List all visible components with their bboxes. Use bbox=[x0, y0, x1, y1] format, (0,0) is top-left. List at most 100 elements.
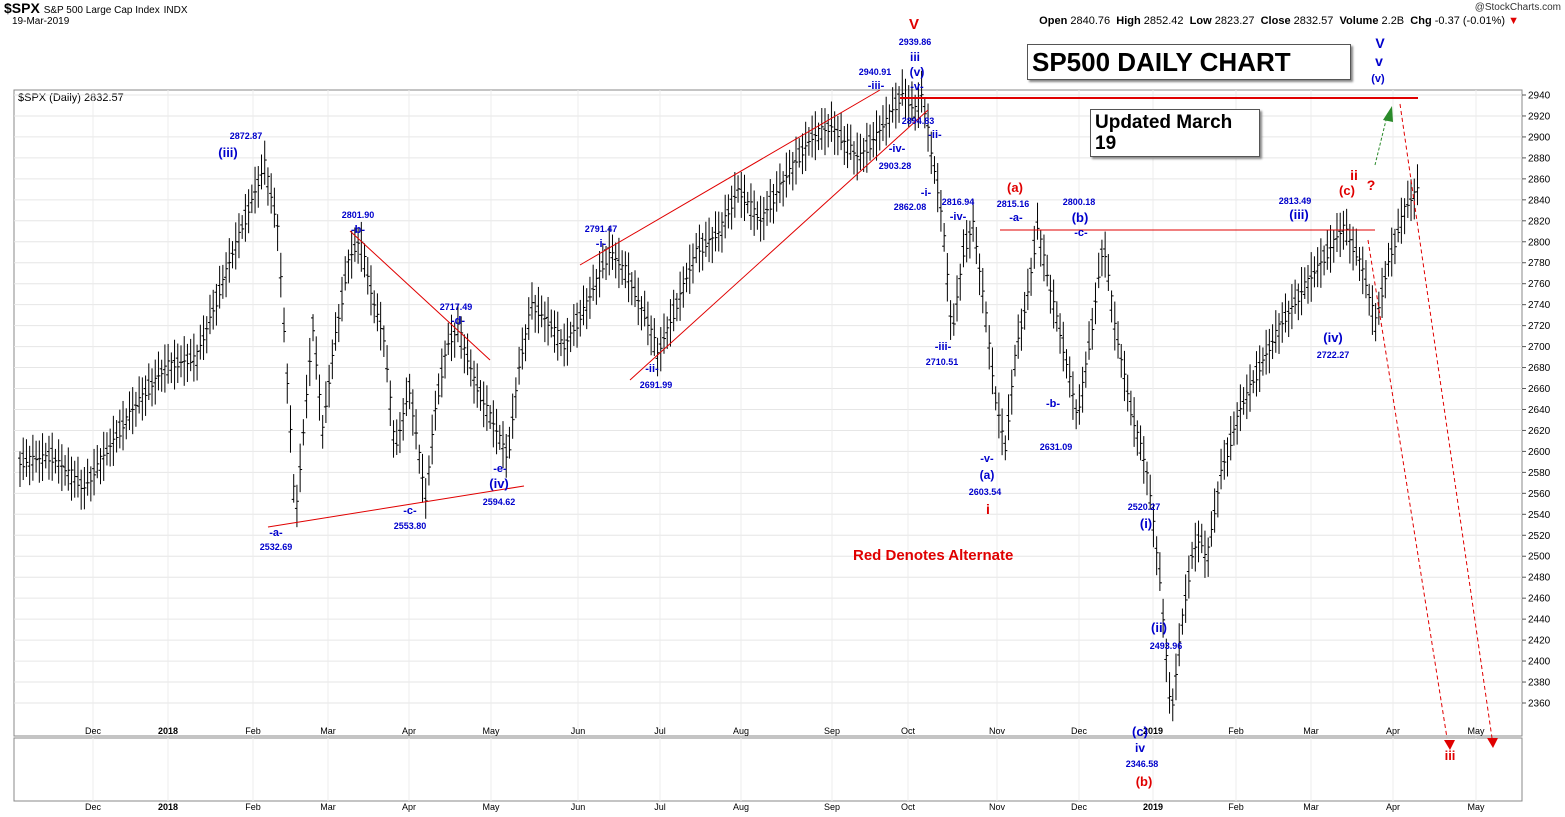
ohlc-bar bbox=[571, 303, 576, 346]
ohlc-bar bbox=[996, 392, 1001, 439]
x-tick-label-lower: Sep bbox=[824, 802, 840, 812]
ohlc-bar bbox=[198, 324, 203, 360]
ohlc-bar bbox=[1006, 394, 1011, 441]
open-label: Open bbox=[1039, 15, 1068, 27]
stockcharts-credit[interactable]: @StockCharts.com bbox=[1474, 2, 1561, 13]
ohlc-bar bbox=[426, 455, 431, 486]
ohlc-bar bbox=[987, 325, 992, 370]
ohlc-bar bbox=[143, 375, 148, 416]
ohlc-bar bbox=[1099, 239, 1104, 277]
ohlc-bar bbox=[1277, 313, 1282, 354]
trendline bbox=[349, 230, 491, 361]
ohlc-bar bbox=[1273, 310, 1278, 353]
wave-label: (b) bbox=[1072, 210, 1089, 225]
x-tick-label: May bbox=[1467, 726, 1485, 736]
ohlc-bar bbox=[529, 282, 534, 320]
down-arrow-icon bbox=[1487, 738, 1498, 748]
x-tick-label: May bbox=[482, 726, 500, 736]
ohlc-bar bbox=[652, 318, 657, 356]
ohlc-bar bbox=[742, 174, 747, 222]
ohlc-bar bbox=[1354, 228, 1359, 266]
ohlc-bar bbox=[1267, 328, 1272, 374]
wave-label: 2710.51 bbox=[926, 357, 959, 367]
ohlc-bar bbox=[1283, 293, 1288, 333]
ohlc-bar bbox=[552, 310, 557, 353]
ohlc-bar bbox=[1096, 252, 1101, 289]
ohlc-bar bbox=[620, 250, 625, 285]
wave-label: -e- bbox=[493, 463, 507, 475]
ohlc-bar bbox=[768, 179, 773, 223]
ohlc-bar bbox=[204, 316, 209, 354]
ohlc-bar bbox=[320, 414, 325, 449]
ohlc-bar bbox=[166, 343, 171, 384]
ohlc-bar bbox=[343, 256, 348, 291]
ohlc-bar bbox=[1351, 226, 1356, 271]
ohlc-bar bbox=[72, 460, 77, 498]
ohlc-bar bbox=[1380, 267, 1385, 318]
ohlc-bar bbox=[1383, 261, 1388, 299]
ohlc-bar bbox=[201, 315, 206, 361]
wave-label: (a) bbox=[980, 468, 995, 482]
ohlc-bar bbox=[1296, 283, 1301, 321]
ohlc-bar bbox=[227, 238, 232, 283]
symbol-title: $SPX S&P 500 Large Cap Index INDX bbox=[4, 0, 188, 16]
ohlc-bar bbox=[781, 171, 786, 207]
ohlc-bar bbox=[101, 431, 106, 481]
x-tick-label: Dec bbox=[85, 726, 102, 736]
ohlc-bar bbox=[1151, 503, 1156, 548]
ohlc-bar bbox=[774, 171, 779, 212]
ohlc-bar bbox=[1289, 284, 1294, 330]
y-tick-label: 2860 bbox=[1528, 174, 1551, 185]
ohlc-bar bbox=[1048, 274, 1053, 314]
x-tick-label-lower: May bbox=[1467, 802, 1485, 812]
ohlc-bar bbox=[179, 345, 183, 378]
ohlc-bar bbox=[1367, 283, 1372, 316]
ohlc-bar bbox=[217, 265, 222, 309]
wave-label: (ii) bbox=[1151, 620, 1167, 635]
ohlc-bar bbox=[1312, 256, 1317, 288]
ohlc-bar bbox=[282, 307, 287, 343]
ohlc-bar bbox=[616, 237, 621, 289]
x-tick-label: Aug bbox=[733, 726, 749, 736]
y-tick-label: 2480 bbox=[1528, 573, 1551, 584]
ohlc-bar bbox=[501, 421, 505, 469]
ohlc-bar bbox=[1231, 411, 1236, 446]
trendline bbox=[579, 89, 881, 266]
ohlc-bar bbox=[79, 469, 84, 510]
wave-label: 2894.83 bbox=[902, 116, 935, 126]
ohlc-bar bbox=[88, 466, 93, 502]
x-tick-label-lower: Feb bbox=[1228, 802, 1244, 812]
ohlc-bar bbox=[104, 432, 109, 466]
ohlc-bar bbox=[874, 110, 879, 161]
x-tick-label: Dec bbox=[1071, 726, 1088, 736]
x-tick-label-lower: 2018 bbox=[158, 802, 178, 812]
ohlc-bar bbox=[1025, 268, 1030, 311]
ohlc-bar bbox=[1248, 364, 1253, 412]
wave-label: 2717.49 bbox=[440, 302, 473, 312]
ohlc-bar bbox=[1225, 437, 1230, 477]
ohlc-bar bbox=[587, 276, 592, 319]
ohlc-bar bbox=[629, 272, 634, 306]
ohlc-bar bbox=[175, 343, 180, 384]
ohlc-bar bbox=[1241, 387, 1246, 415]
ohlc-bar bbox=[449, 314, 454, 362]
ohlc-bar bbox=[1083, 351, 1088, 388]
ohlc-bar bbox=[1157, 552, 1162, 591]
x-tick-label-lower: Apr bbox=[402, 802, 416, 812]
ohlc-bar bbox=[153, 359, 158, 405]
wave-label: -iii- bbox=[868, 80, 885, 92]
ohlc-bar bbox=[633, 270, 638, 308]
ohlc-bar bbox=[993, 386, 998, 411]
ohlc-bar bbox=[1254, 351, 1259, 397]
wave-label: 2520.27 bbox=[1128, 502, 1161, 512]
ohlc-bar bbox=[1070, 371, 1075, 420]
ohlc-bar bbox=[1244, 374, 1249, 420]
ohlc-bar bbox=[1164, 638, 1169, 683]
x-tick-label: 2019 bbox=[1143, 726, 1163, 736]
ohlc-bar bbox=[880, 105, 885, 142]
x-tick-label-lower: 2019 bbox=[1143, 802, 1163, 812]
ohlc-bar bbox=[790, 151, 795, 191]
trendline bbox=[629, 109, 929, 381]
y-tick-label: 2680 bbox=[1528, 363, 1551, 374]
ohlc-bar bbox=[478, 380, 483, 411]
